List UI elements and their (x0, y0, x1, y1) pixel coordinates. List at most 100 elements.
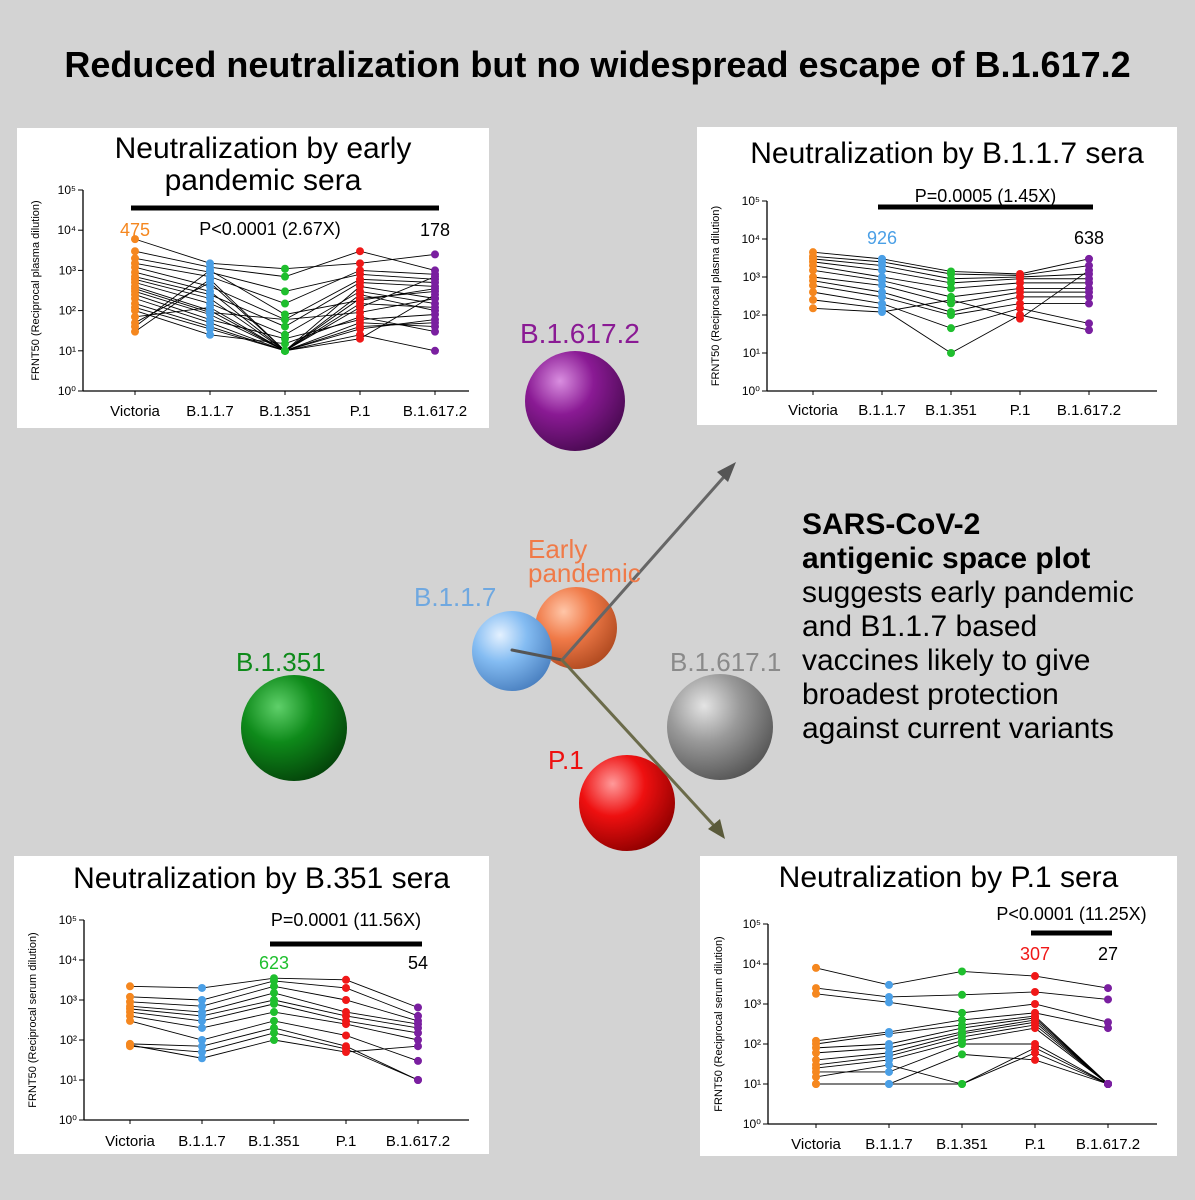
data-point (342, 1031, 350, 1040)
y-tick-label: 10¹ (59, 344, 76, 358)
chart-p1-sera: Neutralization by P.1 sera FRNT50 (Recipr… (713, 861, 1157, 1153)
label-early-line2: pandemic (528, 558, 641, 588)
data-point (431, 272, 439, 281)
chart-title: pandemic sera (165, 164, 362, 197)
data-point (198, 983, 206, 992)
median-label: 178 (420, 220, 450, 240)
data-point (281, 346, 289, 355)
data-point (1085, 319, 1093, 328)
data-point (1085, 254, 1093, 263)
data-point (947, 324, 955, 333)
data-point (198, 996, 206, 1004)
y-tick-label: 10⁴ (741, 232, 760, 246)
x-tick-label: Victoria (791, 1136, 841, 1153)
data-point (414, 1036, 422, 1044)
data-point (878, 266, 886, 275)
data-point (198, 1023, 206, 1032)
chart-title: Neutralization by early (115, 132, 412, 165)
data-point (1104, 1080, 1112, 1088)
description-line: vaccines likely to give (802, 644, 1091, 677)
data-point (198, 1048, 206, 1057)
data-point (356, 266, 364, 275)
data-point (356, 259, 364, 268)
data-point (958, 990, 966, 999)
data-point (281, 264, 289, 273)
chart-panel-early-pandemic: Neutralization by early pandemic sera FRNT… (17, 128, 489, 428)
data-point (885, 1060, 893, 1069)
description-line: broadest protection (802, 678, 1059, 711)
chart-title: Neutralization by P.1 sera (779, 861, 1119, 894)
data-point (270, 1036, 278, 1044)
data-point (270, 988, 278, 997)
description-line: and B1.1.7 based (802, 610, 1038, 643)
data-point (356, 296, 364, 305)
data-point (281, 287, 289, 296)
data-point (198, 1042, 206, 1051)
y-tick-label: 10¹ (60, 1073, 77, 1087)
data-point (414, 1076, 422, 1084)
data-point (131, 235, 139, 244)
y-tick-label: 10² (744, 1037, 761, 1051)
label-early-line1: Early (528, 534, 587, 564)
x-tick-label: B.1.1.7 (186, 403, 234, 420)
chart-title: Neutralization by B.351 sera (73, 862, 450, 895)
median-label: 638 (1074, 228, 1104, 248)
chart-b117-sera: Neutralization by B.1.1.7 sera FRNT50 (Re… (710, 137, 1157, 419)
significance-label: P<0.0001 (2.67X) (199, 219, 341, 239)
data-point (1104, 1018, 1112, 1027)
data-point (126, 1016, 134, 1025)
data-point (1104, 984, 1112, 993)
data-point (1085, 292, 1093, 301)
x-tick-label: B.1.351 (925, 402, 977, 419)
y-axis-label: FRNT50 (Reciprocal serum dilution) (27, 932, 39, 1107)
data-point (281, 272, 289, 281)
description-title-line2: antigenic space plot (802, 542, 1091, 575)
y-tick-label: 10² (60, 1033, 77, 1047)
data-point (947, 295, 955, 304)
x-tick-label: Victoria (105, 1133, 155, 1150)
x-tick-label: B.1.1.7 (858, 402, 906, 419)
sphere-p1 (579, 755, 675, 851)
label-b117: B.1.1.7 (414, 582, 496, 612)
description-title-line1: SARS-CoV-2 (802, 508, 981, 541)
x-tick-label: Victoria (788, 402, 838, 419)
data-point (1104, 995, 1112, 1004)
y-tick-label: 10⁰ (743, 1117, 761, 1131)
x-tick-label: P.1 (1010, 402, 1031, 419)
data-point (342, 975, 350, 984)
sphere-b16171 (667, 674, 773, 780)
data-point (206, 275, 214, 284)
data-point (126, 982, 134, 991)
data-point (342, 1048, 350, 1057)
y-tick-label: 10⁵ (742, 194, 760, 208)
median-label: 27 (1098, 944, 1118, 964)
x-tick-label: B.1.351 (259, 403, 311, 420)
data-point (126, 1040, 134, 1049)
x-tick-label: P.1 (350, 403, 371, 420)
data-point (1031, 1043, 1039, 1052)
y-tick-label: 10⁰ (59, 1113, 77, 1127)
data-point (812, 984, 820, 993)
label-b16172: B.1.617.2 (520, 318, 640, 349)
data-point (1016, 304, 1024, 313)
y-tick-label: 10⁵ (59, 913, 77, 927)
y-tick-label: 10² (59, 304, 76, 318)
data-point (431, 290, 439, 299)
data-point (281, 310, 289, 319)
label-p1: P.1 (548, 745, 584, 775)
axis-arrows (510, 462, 736, 839)
data-point (812, 963, 820, 972)
data-point (947, 349, 955, 357)
data-point (270, 982, 278, 991)
data-point (356, 312, 364, 321)
data-point (206, 330, 214, 339)
data-point (809, 304, 817, 313)
x-tick-label: B.1.351 (936, 1136, 988, 1153)
data-point (1031, 1024, 1039, 1033)
y-tick-label: 10³ (744, 997, 761, 1011)
data-point (206, 303, 214, 312)
y-tick-label: 10¹ (743, 346, 760, 360)
data-point (414, 1003, 422, 1012)
